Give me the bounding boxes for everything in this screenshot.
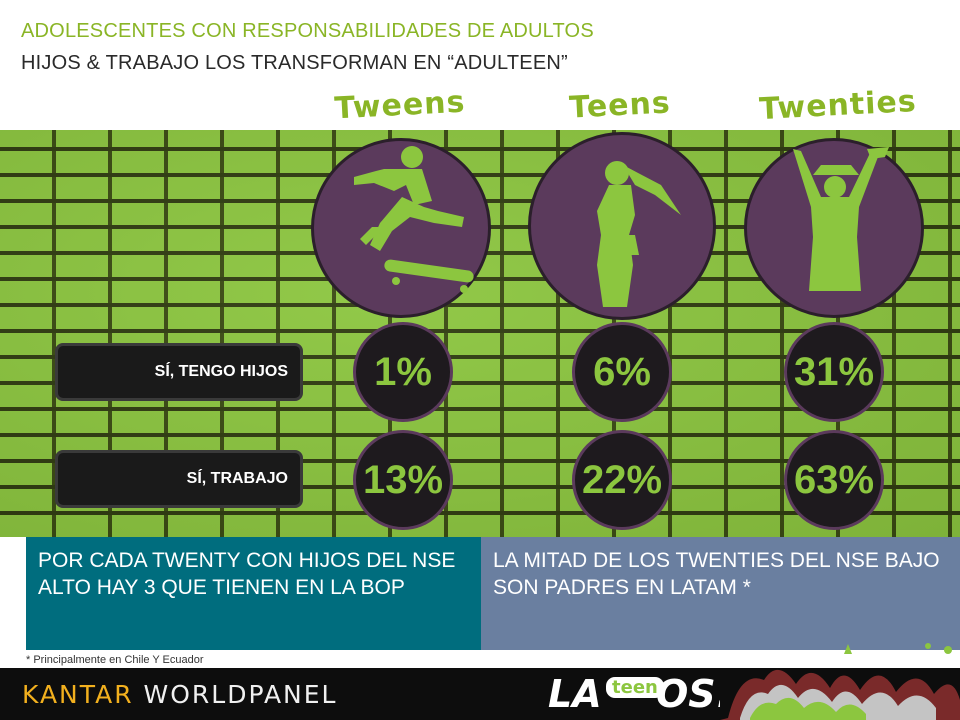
kantar-worldpanel-logo: KANTAR WORLDPANEL	[22, 680, 337, 709]
insight-box-right: LA MITAD DE LOS TWENTIES DEL NSE BAJO SO…	[481, 537, 960, 650]
tweens-circle	[311, 138, 491, 318]
twenties-circle	[744, 138, 924, 318]
value-label-twenties-trabajo: 63%	[784, 430, 884, 530]
footnote: * Principalmente en Chile Y Ecuador	[26, 654, 204, 666]
lateenos-logo-la: LA	[548, 672, 602, 716]
value-label-tweens-hijos: 1%	[353, 322, 453, 422]
value-label-teens-hijos: 6%	[572, 322, 672, 422]
graduate-icon	[793, 147, 889, 291]
row-label-trabajo: SÍ, TRABAJO	[55, 450, 303, 508]
insight-box-left: POR CADA TWENTY CON HIJOS DEL NSE ALTO H…	[26, 537, 481, 650]
brand-part-2: WORLDPANEL	[143, 680, 338, 709]
page-subtitle: HIJOS & TRABAJO LOS TRANSFORMAN EN “ADUL…	[21, 52, 568, 74]
group-label-teens: Teens	[568, 85, 672, 126]
value-label-teens-trabajo: 22%	[572, 430, 672, 530]
graffiti-decoration-icon	[720, 643, 960, 720]
value-label-twenties-hijos: 31%	[784, 322, 884, 422]
page-title: ADOLESCENTES CON RESPONSABILIDADES DE AD…	[21, 20, 594, 42]
girl-silhouette-icon	[597, 161, 681, 307]
teens-circle	[528, 132, 716, 320]
lateenos-logo-teen: teen	[606, 677, 664, 698]
value-label-tweens-trabajo: 13%	[353, 430, 453, 530]
group-label-tweens: Tweens	[333, 84, 467, 127]
skateboarder-icon	[354, 146, 474, 293]
row-label-hijos: SÍ, TENGO HIJOS	[55, 343, 303, 401]
group-label-twenties: Twenties	[758, 83, 918, 128]
brand-part-1: KANTAR	[22, 680, 134, 709]
